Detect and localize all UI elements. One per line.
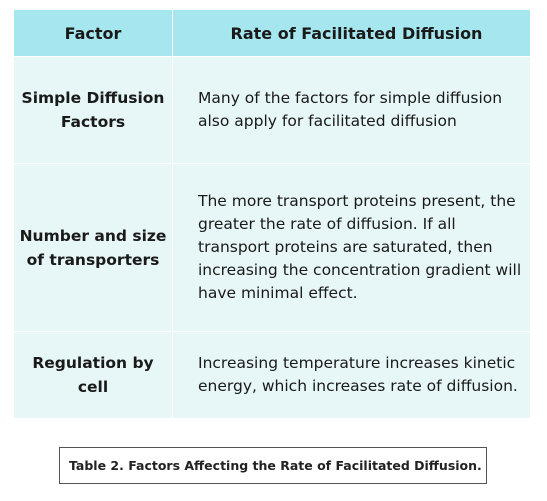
table-header-row: Factor Rate of Facilitated Diffusion — [14, 10, 530, 56]
row-rate: Many of the factors for simple diffusion… — [172, 57, 530, 163]
table-caption: Table 2. Factors Affecting the Rate of F… — [59, 447, 487, 484]
row-rate: The more transport proteins present, the… — [172, 164, 530, 331]
row-factor: Regulation by cell — [32, 354, 154, 396]
row-rate: Increasing temperature increases kinetic… — [172, 332, 530, 418]
header-rate: Rate of Facilitated Diffusion — [172, 10, 530, 56]
row-factor: Simple Diffusion Factors — [21, 89, 165, 131]
header-factor: Factor — [64, 23, 122, 43]
table-row: Regulation by cell Increasing temperatur… — [14, 332, 530, 418]
row-factor: Number and size of transporters — [19, 226, 167, 269]
table-row: Simple Diffusion Factors Many of the fac… — [14, 57, 530, 163]
factors-table: Factor Rate of Facilitated Diffusion Sim… — [14, 10, 530, 418]
table-row: Number and size of transporters The more… — [14, 164, 530, 331]
